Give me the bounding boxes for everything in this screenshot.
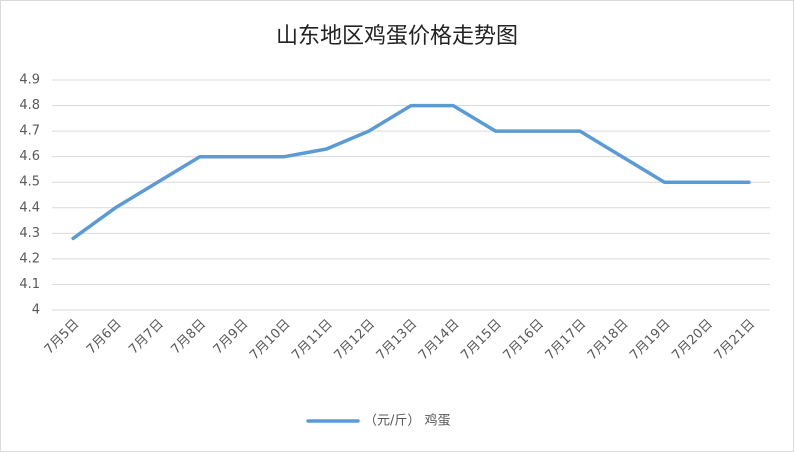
y-tick-label: 4.4	[19, 200, 40, 215]
y-tick-label: 4.8	[19, 98, 40, 113]
y-tick-label: 4.9	[19, 73, 40, 88]
y-tick-label: 4.1	[19, 277, 40, 292]
y-tick-label: 4.2	[19, 251, 40, 266]
line-series	[71, 103, 751, 241]
y-tick-label: 4.7	[19, 124, 40, 139]
chart-title: 山东地区鸡蛋价格走势图	[276, 24, 518, 49]
y-tick-label: 4.5	[19, 175, 40, 190]
y-tick-label: 4	[32, 303, 40, 318]
y-tick-label: 4.6	[19, 149, 40, 164]
legend-label: （元/斤） 鸡蛋	[364, 413, 451, 429]
y-tick-label: 4.3	[19, 226, 40, 241]
